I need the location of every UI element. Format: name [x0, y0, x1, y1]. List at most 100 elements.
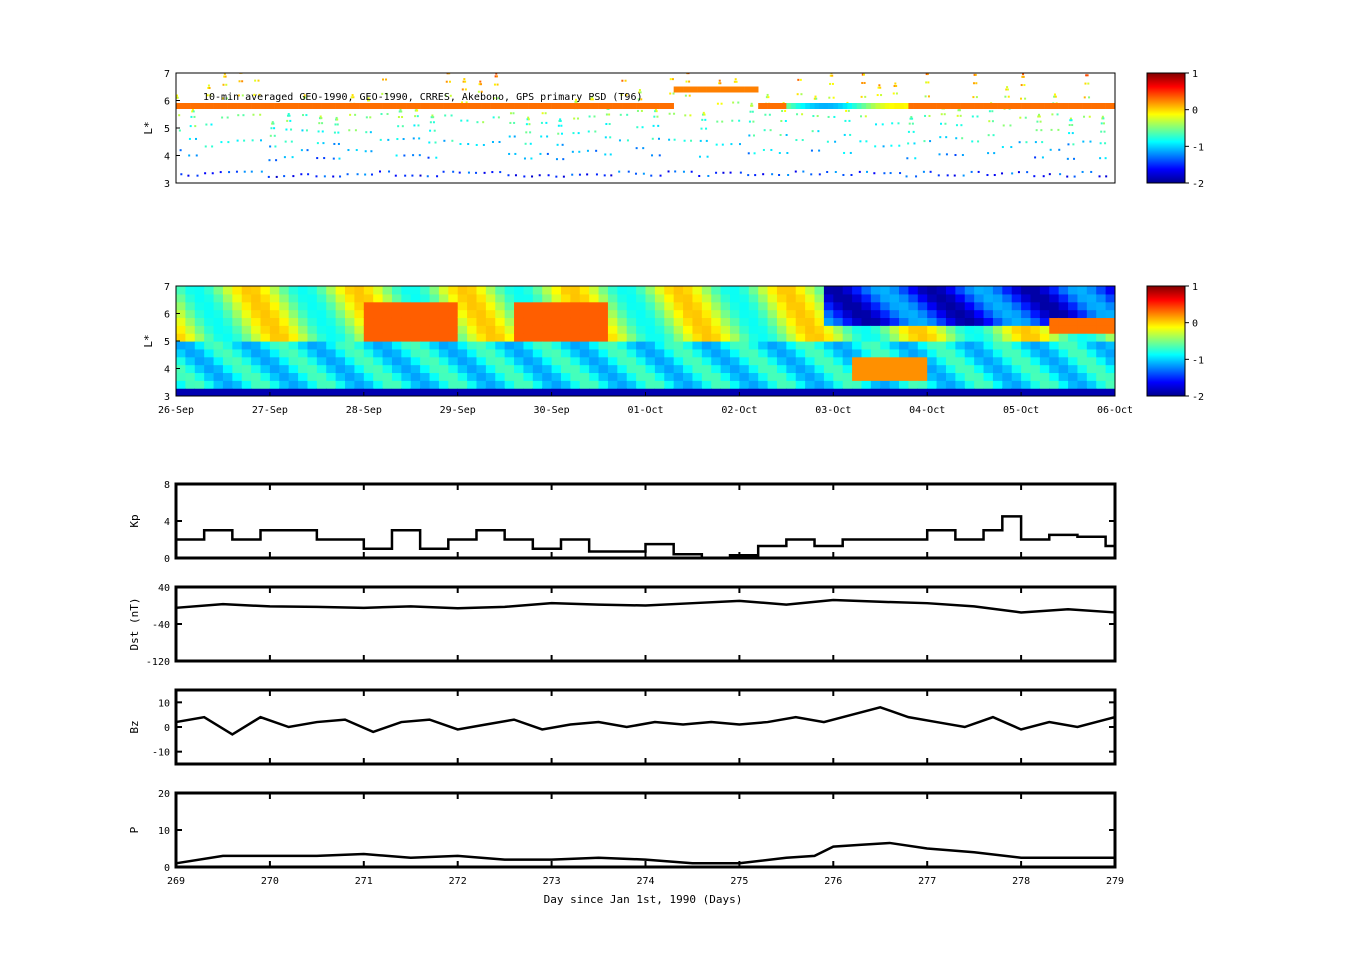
- psd-observation-point: [560, 124, 563, 127]
- psd-observation-point: [188, 154, 191, 157]
- psd-grid-cell: [899, 348, 910, 358]
- x-tick-label: 271: [355, 876, 373, 887]
- psd-grid-cell: [927, 286, 938, 295]
- psd-observation-point: [738, 143, 741, 146]
- psd-grid-cell: [814, 317, 825, 326]
- psd-observation-point: [626, 139, 629, 142]
- psd-grid-cell: [176, 293, 186, 303]
- psd-grid-cell: [701, 293, 712, 303]
- psd-observation-point: [559, 118, 562, 121]
- psd-observation-point: [416, 109, 419, 112]
- psd-grid-cell: [279, 388, 290, 396]
- psd-grid-cell: [382, 372, 393, 381]
- psd-grid-cell: [448, 388, 459, 396]
- psd-grid-cell: [589, 293, 600, 303]
- psd-geo-band-cell: [762, 103, 768, 109]
- psd-grid-cell: [852, 301, 863, 311]
- psd-geo-band-cell: [354, 103, 360, 109]
- psd-grid-cell: [945, 388, 956, 396]
- psd-observation-point: [734, 78, 737, 81]
- psd-observation-point: [891, 122, 894, 125]
- psd-observation-point: [863, 81, 866, 84]
- psd-grid-cell: [560, 333, 571, 342]
- psd-grid-cell: [852, 325, 863, 334]
- psd-grid-cell: [345, 341, 356, 350]
- psd-grid-cell: [964, 380, 975, 389]
- psd-geo-band-cell: [668, 103, 674, 109]
- psd-grid-cell: [1068, 333, 1079, 342]
- psd-grid-cell: [974, 356, 985, 366]
- psd-observation-point: [399, 108, 402, 111]
- psd-grid-cell: [401, 309, 412, 319]
- psd-geo-band-cell: [776, 103, 782, 109]
- psd-grid-cell: [795, 380, 806, 389]
- psd-grid-cell: [964, 388, 975, 396]
- psd-grid-cell: [373, 325, 384, 334]
- psd-observation-point: [492, 116, 495, 119]
- psd-grid-cell: [185, 348, 196, 358]
- psd-grid-cell: [720, 380, 731, 389]
- psd-grid-cell: [899, 380, 910, 389]
- psd-grid-cell: [523, 356, 534, 366]
- psd-grid-cell: [288, 388, 299, 396]
- psd-grid-cell: [786, 372, 797, 381]
- psd-geo-band-cell: [420, 103, 426, 109]
- psd-observation-point: [370, 173, 373, 176]
- psd-grid-cell: [420, 317, 431, 326]
- psd-observation-point: [1089, 140, 1092, 143]
- psd-grid-cell: [476, 333, 487, 342]
- psd-grid-cell: [927, 364, 938, 374]
- psd-grid-cell: [889, 286, 900, 295]
- psd-grid-cell: [532, 372, 543, 381]
- psd-observation-point: [204, 145, 207, 148]
- psd-grid-cell: [570, 333, 581, 342]
- psd-grid-cell: [570, 372, 581, 381]
- psd-grid-cell: [955, 309, 966, 319]
- psd-grid-cell: [955, 372, 966, 381]
- psd-geo-band-cell: [1025, 103, 1031, 109]
- psd-observation-point: [1034, 156, 1037, 159]
- panel-observations: 10-min averaged GEO-1990, GEO-1990, CRRE…: [142, 69, 1116, 190]
- psd-observation-point: [467, 171, 470, 174]
- psd-grid-cell: [222, 380, 233, 389]
- psd-grid-cell: [504, 341, 515, 350]
- psd-observation-point: [955, 137, 958, 140]
- psd-grid-cell: [720, 293, 731, 303]
- psd-observation-point: [844, 119, 847, 122]
- psd-geo-band-cell: [748, 86, 754, 93]
- psd-grid-cell: [673, 356, 684, 366]
- psd-grid-cell: [617, 309, 628, 319]
- psd-grid-cell: [354, 364, 365, 374]
- psd-grid-cell: [664, 325, 675, 334]
- psd-geo-band-cell: [368, 103, 374, 109]
- psd-grid-cell: [420, 380, 431, 389]
- psd-grid-cell: [711, 325, 722, 334]
- psd-grid-cell: [955, 380, 966, 389]
- psd-grid-cell: [880, 301, 891, 311]
- psd-geo-band-cell: [936, 103, 942, 109]
- psd-observation-point: [754, 174, 757, 177]
- psd-observation-point: [189, 125, 192, 128]
- psd-grid-cell: [204, 325, 215, 334]
- psd-grid-cell: [833, 388, 844, 396]
- psd-grid-cell: [880, 364, 891, 374]
- psd-grid-cell: [607, 333, 618, 342]
- psd-observation-point: [575, 98, 578, 101]
- psd-grid-cell: [1058, 380, 1069, 389]
- psd-observation-point: [799, 70, 801, 72]
- psd-observation-point: [1072, 143, 1075, 146]
- psd-grid-cell: [645, 388, 656, 396]
- psd-grid-cell: [476, 356, 487, 366]
- psd-grid-cell: [213, 388, 224, 396]
- psd-observation-point: [1085, 74, 1088, 77]
- psd-grid-cell: [185, 364, 196, 374]
- psd-grid-cell: [1011, 333, 1022, 342]
- psd-grid-cell: [617, 341, 628, 350]
- psd-grid-cell: [260, 293, 271, 303]
- psd-observation-point: [480, 90, 483, 93]
- psd-observation-point: [348, 129, 351, 132]
- psd-observation-point: [337, 142, 340, 145]
- psd-grid-cell: [354, 325, 365, 334]
- psd-observation-point: [365, 131, 368, 134]
- psd-grid-cell: [363, 293, 374, 303]
